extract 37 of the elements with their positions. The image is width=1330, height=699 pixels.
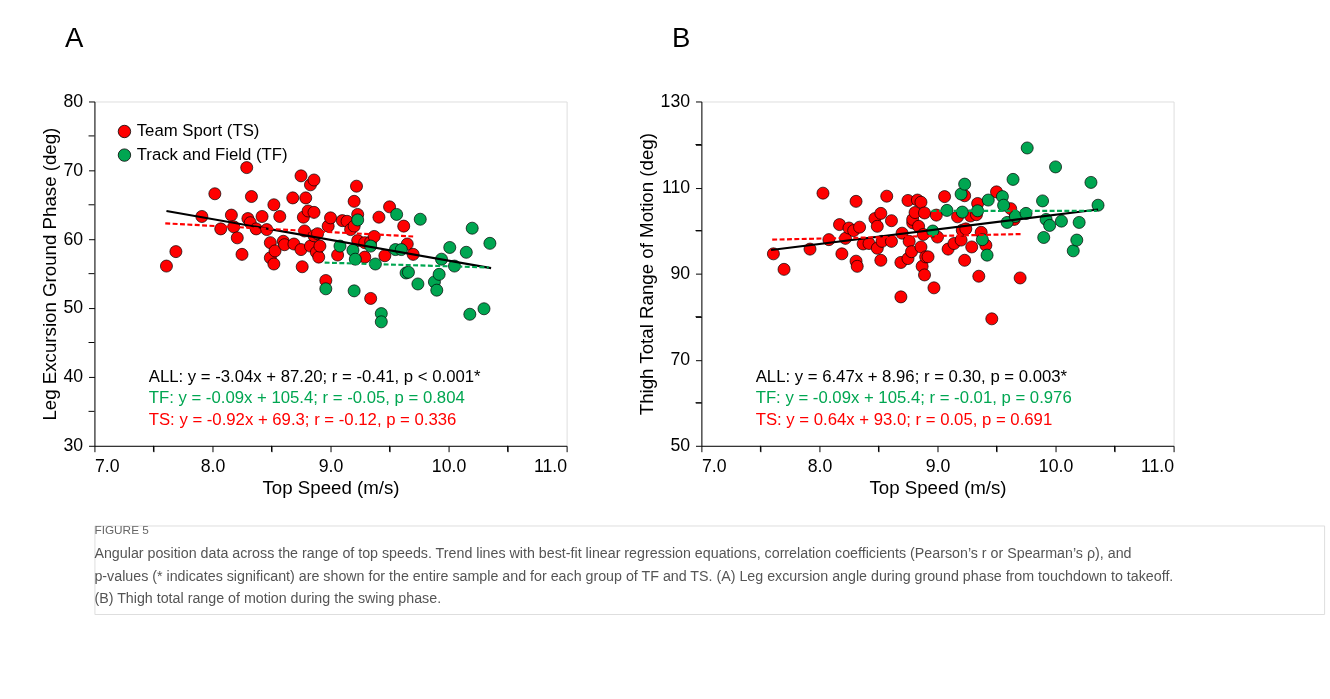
x-tick-label: 8.0 [807,455,833,476]
x-axis-title: Top Speed (m/s) [262,477,400,499]
x-tick-label: 7.0 [701,455,727,476]
y-tick-label: 40 [63,366,84,387]
y-tick-label: 90 [670,263,691,284]
y-tick-label: 70 [670,349,691,370]
annotation: TS: y = 0.64x + 93.0; r = 0.05, p = 0.691 [755,410,1053,430]
x-tick-label: 10.0 [431,455,467,476]
annotation: TS: y = -0.92x + 69.3; r = -0.12, p = 0.336 [148,410,457,430]
x-tick-label: 10.0 [1038,455,1074,476]
y-tick-label: 110 [661,176,691,197]
x-tick-label: 11.0 [533,455,568,476]
annotation: TF: y = -0.09x + 105.4; r = -0.05, p = 0.804 [148,388,465,408]
annotation: ALL: y = 6.47x + 8.96; r = 0.30, p = 0.003* [755,366,1068,386]
y-tick-label: 50 [63,297,84,318]
y-tick-label: 30 [63,435,84,456]
y-tick-label: 50 [670,435,691,456]
y-tick-label: 70 [63,159,84,180]
x-axis-title: Top Speed (m/s) [869,477,1007,499]
y-axis-title: Leg Excursion Ground Phase (deg) [38,127,60,421]
caption: FIGURE 5 [94,523,150,538]
chart-title: B [671,22,691,54]
x-tick-label: 9.0 [318,455,344,476]
x-tick-label: 7.0 [94,455,120,476]
x-tick-label: 8.0 [200,455,226,476]
x-tick-label: 9.0 [925,455,951,476]
text: Angular position data across the range of top speeds. Trend lines with best-fit linear regression equations, correlation coefficients (Pearson’s r or Spearman’s ρ), and p-values (* indicates significant) are shown for the entire sample and for each group of TF and TS. (A) Leg excursion angle during ground phase from touchdown to takeoff. (B) Thigh total range of motion during the swing phase. [94,544,1174,607]
chart-title: A [64,22,84,54]
annotation: TF: y = -0.09x + 105.4; r = -0.01, p = 0.976 [755,388,1072,408]
legend-label: Team Sport (TS) [136,121,260,141]
y-axis-title: Thigh Total Range of Motion (deg) [635,133,657,416]
y-tick-label: 60 [63,228,84,249]
legend-label: Track and Field (TF) [136,145,288,165]
y-tick-label: 130 [660,90,691,111]
y-tick-label: 80 [63,90,84,111]
annotation: ALL: y = -3.04x + 87.20; r = -0.41, p < 0.001* [148,366,482,386]
x-tick-label: 11.0 [1140,455,1175,476]
